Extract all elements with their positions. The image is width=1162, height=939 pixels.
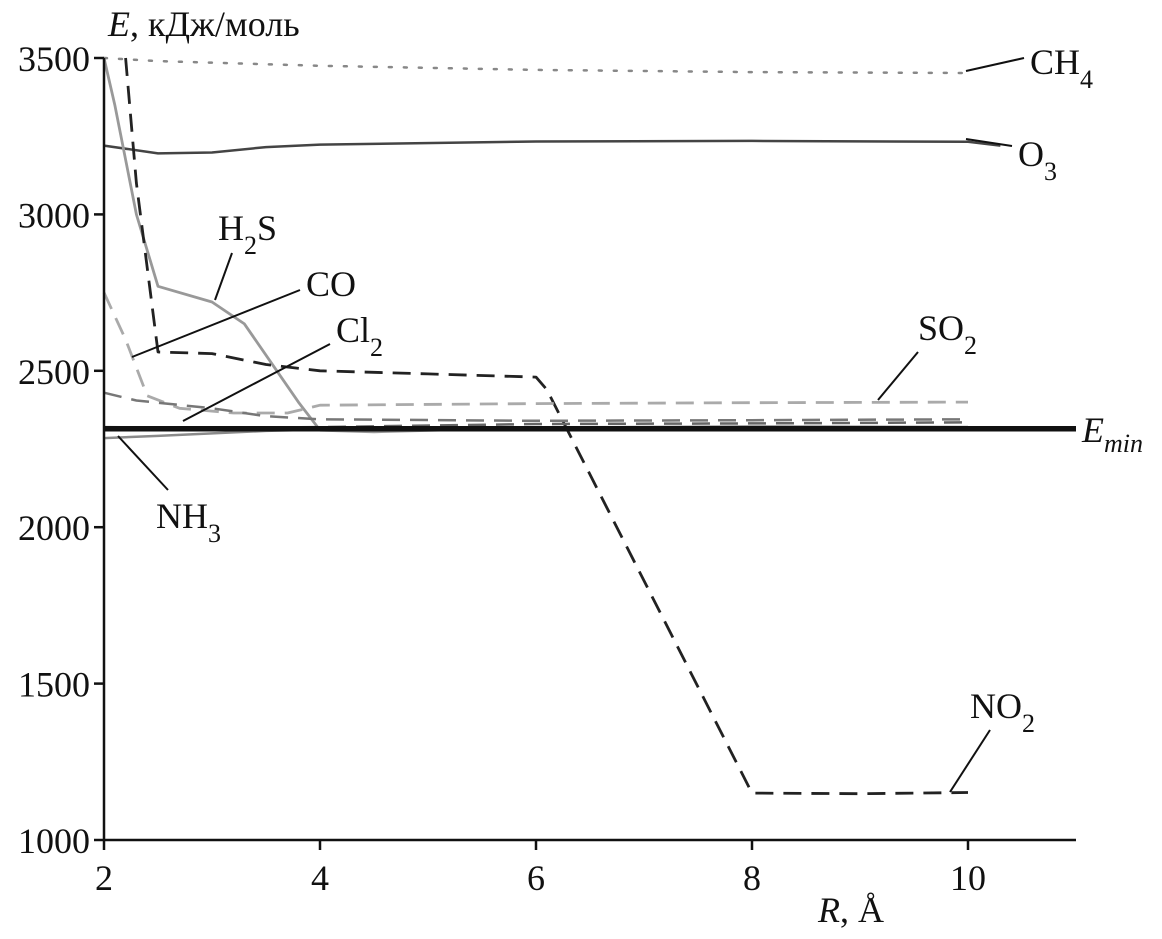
y-axis-label-main: E (107, 4, 130, 44)
leader-line-so2 (877, 351, 919, 401)
series-line-cl2 (103, 391, 969, 423)
y-tick-label: 3500 (18, 39, 90, 79)
labels-layer: E, кДж/моль R, Å (107, 4, 884, 930)
series-label-sub: 2 (964, 331, 977, 360)
series-label-no2: NO2 (970, 686, 1035, 738)
x-axis-label-unit: , Å (840, 890, 884, 930)
series-label-ch4: CH4 (1030, 42, 1093, 94)
ticks-layer: 2 4 6 8 10 1000 1500 2000 2500 3000 3500 (18, 39, 986, 898)
series-label-main: O (1018, 134, 1044, 174)
y-tick-label: 2000 (18, 508, 90, 548)
series-label-h2s: H2S (218, 208, 277, 260)
series-line-ch4 (102, 56, 970, 75)
y-tick-label: 1000 (18, 821, 90, 861)
series-label-o3: O3 (1018, 134, 1057, 186)
axes-layer (102, 58, 1076, 842)
leader-line-cl2 (182, 343, 331, 422)
y-axis-label: E, кДж/моль (107, 4, 300, 44)
series-label-sub: 4 (1080, 65, 1093, 94)
series-line-so2 (102, 292, 969, 415)
leader-line-ch4 (965, 57, 1025, 72)
x-axis-label: R, Å (817, 890, 884, 930)
leader-line-o3 (965, 138, 1013, 147)
series-label-main: E (1081, 410, 1104, 450)
x-axis-label-main: R (817, 890, 840, 930)
series-label-main: CO (306, 264, 356, 304)
series-label-main: NO (970, 686, 1022, 726)
x-tick-label: 2 (95, 858, 113, 898)
y-axis-label-unit: , кДж/моль (130, 4, 300, 44)
series-label-co: CO (306, 264, 356, 304)
series-label-main: NH (156, 496, 208, 536)
series-label-main: CH (1030, 42, 1080, 82)
series-label-sub: 2 (244, 231, 257, 260)
series-line-no2 (124, 57, 969, 796)
series-label-cl2: Cl2 (336, 310, 383, 362)
series-label-nh3: NH3 (156, 496, 221, 548)
series-label-emin: Emin (1081, 410, 1143, 458)
series-layer (102, 56, 1076, 796)
series-label-sub: min (1104, 429, 1143, 458)
series-line-o3 (103, 139, 1001, 155)
leader-line-no2 (949, 729, 991, 793)
leader-line-h2s (214, 252, 233, 301)
series-label-main: SO (918, 308, 964, 348)
series-label-tail: S (257, 208, 277, 248)
series-label-sub: 3 (1044, 157, 1057, 186)
series-label-sub: 3 (208, 519, 221, 548)
series-label-sub: 2 (1022, 709, 1035, 738)
series-label-sub: 2 (370, 333, 383, 362)
series-label-so2: SO2 (918, 308, 977, 360)
x-tick-label: 10 (950, 858, 986, 898)
y-tick-label: 2500 (18, 352, 90, 392)
x-tick-label: 8 (743, 858, 761, 898)
y-tick-label: 3000 (18, 195, 90, 235)
x-tick-label: 4 (311, 858, 329, 898)
y-tick-label: 1500 (18, 665, 90, 705)
series-label-main: H (218, 208, 244, 248)
leader-line-nh3 (117, 435, 169, 491)
x-tick-label: 6 (527, 858, 545, 898)
leader-line-co (131, 289, 301, 358)
series-label-main: Cl (336, 310, 370, 350)
